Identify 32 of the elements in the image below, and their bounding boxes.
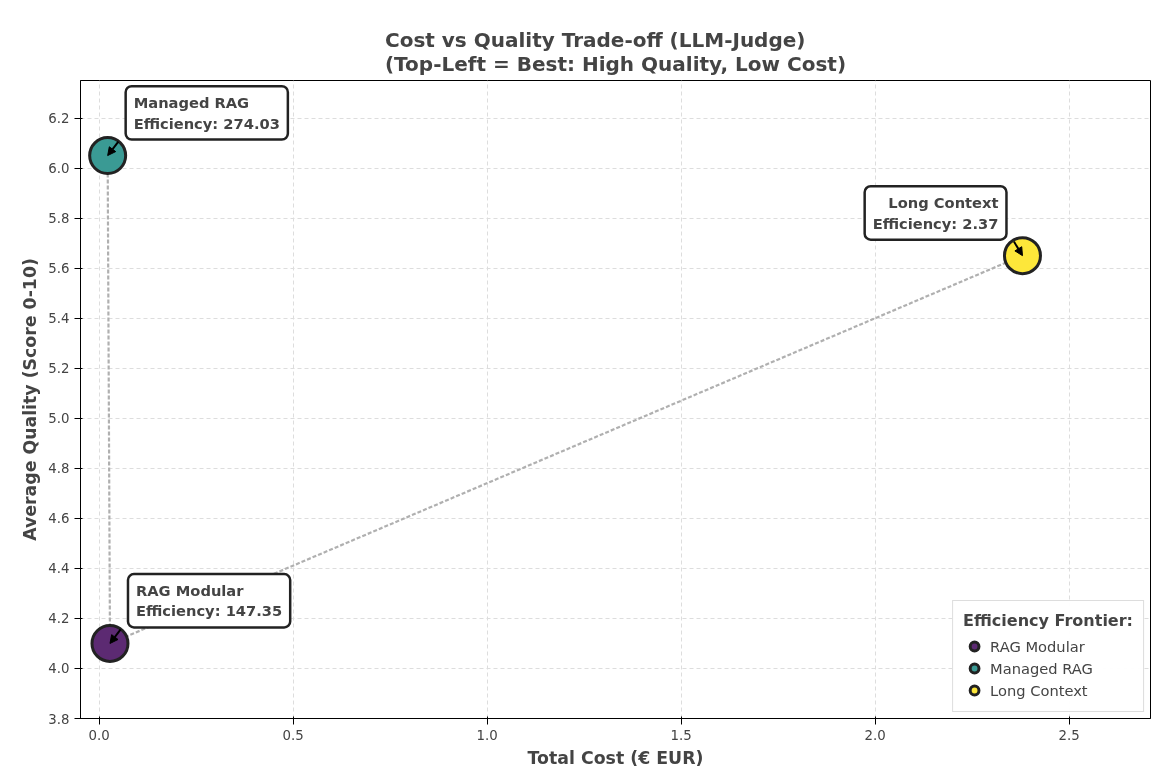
legend-label: Managed RAG (990, 659, 1093, 677)
y-tick-label: 4.8 (48, 461, 70, 477)
point (88, 136, 128, 176)
point (90, 623, 130, 663)
y-tick-label: 5.0 (48, 411, 70, 427)
x-tick-label: 2.5 (1058, 727, 1080, 743)
x-tick-label: 0.0 (88, 727, 110, 743)
y-tick-label: 4.2 (48, 611, 70, 627)
y-tick-label: 4.4 (48, 561, 70, 577)
legend-label: RAG Modular (990, 637, 1085, 655)
y-tick-label: 6.2 (48, 111, 70, 127)
x-tick-label: 1.5 (670, 727, 692, 743)
chart-title: Cost vs Quality Trade-off (LLM-Judge) (Top-Left = Best: High Quality, Low Cost) (384, 27, 847, 76)
annotation: Long Context Efficiency: 2.37 (872, 194, 999, 232)
x-tick-label: 2.0 (864, 727, 886, 743)
y-tick-label: 6.0 (48, 161, 70, 177)
y-tick-label: 3.8 (48, 711, 70, 727)
y-tick-label: 4.0 (48, 661, 70, 677)
x-tick-label: 1.0 (476, 727, 498, 743)
y-tick-label: 5.8 (48, 211, 70, 227)
y-axis-title: Average Quality (Score 0-10) (20, 258, 41, 541)
annotation: Managed RAG Efficiency: 274.03 (133, 94, 280, 132)
annotation: RAG Modular Efficiency: 147.35 (135, 582, 283, 620)
y-tick-label: 5.2 (48, 361, 70, 377)
legend-label: Long Context (990, 681, 1088, 699)
point (1002, 236, 1042, 276)
y-tick-label: 5.4 (48, 311, 70, 327)
x-tick-label: 0.5 (282, 727, 304, 743)
legend-title: Efficiency Frontier: (963, 611, 1133, 630)
x-axis-title: Total Cost (€ EUR) (527, 747, 704, 768)
y-tick-label: 4.6 (48, 511, 70, 527)
y-tick-label: 5.6 (48, 261, 70, 277)
